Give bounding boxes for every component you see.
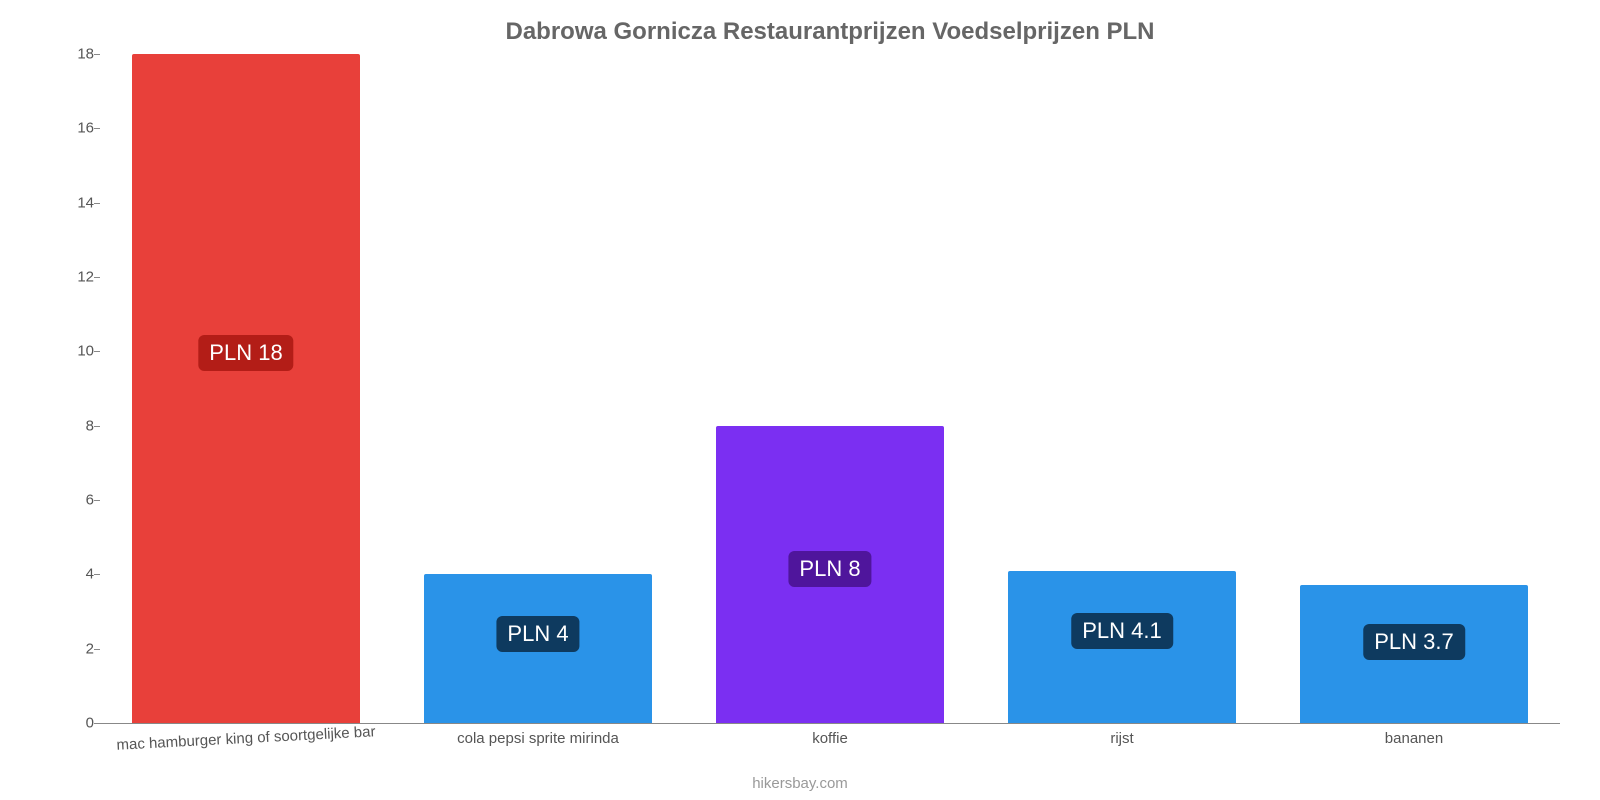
x-axis-label: rijst [976,730,1268,747]
bar-value-badge: PLN 4 [496,616,579,652]
bar: PLN 4.1 [1008,571,1236,723]
x-axis-label: mac hamburger king of soortgelijke bar [100,722,392,754]
plot-area: PLN 18PLN 4PLN 8PLN 4.1PLN 3.7 024681012… [100,54,1560,724]
y-tick-label: 4 [54,566,94,583]
bar-slot: PLN 8 [684,54,976,723]
bar-value-badge: PLN 3.7 [1363,624,1465,660]
bar-slot: PLN 3.7 [1268,54,1560,723]
y-tick-label: 2 [54,640,94,657]
y-tick-label: 14 [54,194,94,211]
y-tick-label: 0 [54,715,94,732]
chart-footer: hikersbay.com [0,775,1600,792]
x-axis-label: bananen [1268,730,1560,747]
x-axis-label: koffie [684,730,976,747]
bars-container: PLN 18 PLN 4 PLN 8 PLN 4.1 PLN 3.7 [100,54,1560,723]
bar: PLN 18 [132,54,360,723]
bar: PLN 3.7 [1300,585,1528,723]
y-tick-label: 18 [54,46,94,63]
y-tick-label: 10 [54,343,94,360]
y-tick-label: 8 [54,417,94,434]
x-axis-label: cola pepsi sprite mirinda [392,730,684,747]
x-axis-labels: mac hamburger king of soortgelijke barco… [100,730,1560,747]
y-tick-label: 6 [54,492,94,509]
bar-slot: PLN 4.1 [976,54,1268,723]
y-tick-label: 16 [54,120,94,137]
price-bar-chart: Dabrowa Gornicza Restaurantprijzen Voeds… [0,0,1600,800]
bar-value-badge: PLN 18 [198,335,293,371]
chart-title: Dabrowa Gornicza Restaurantprijzen Voeds… [100,10,1560,54]
bar-slot: PLN 4 [392,54,684,723]
y-tick-label: 12 [54,269,94,286]
bar-slot: PLN 18 [100,54,392,723]
bar-value-badge: PLN 8 [788,551,871,587]
bar-value-badge: PLN 4.1 [1071,613,1173,649]
